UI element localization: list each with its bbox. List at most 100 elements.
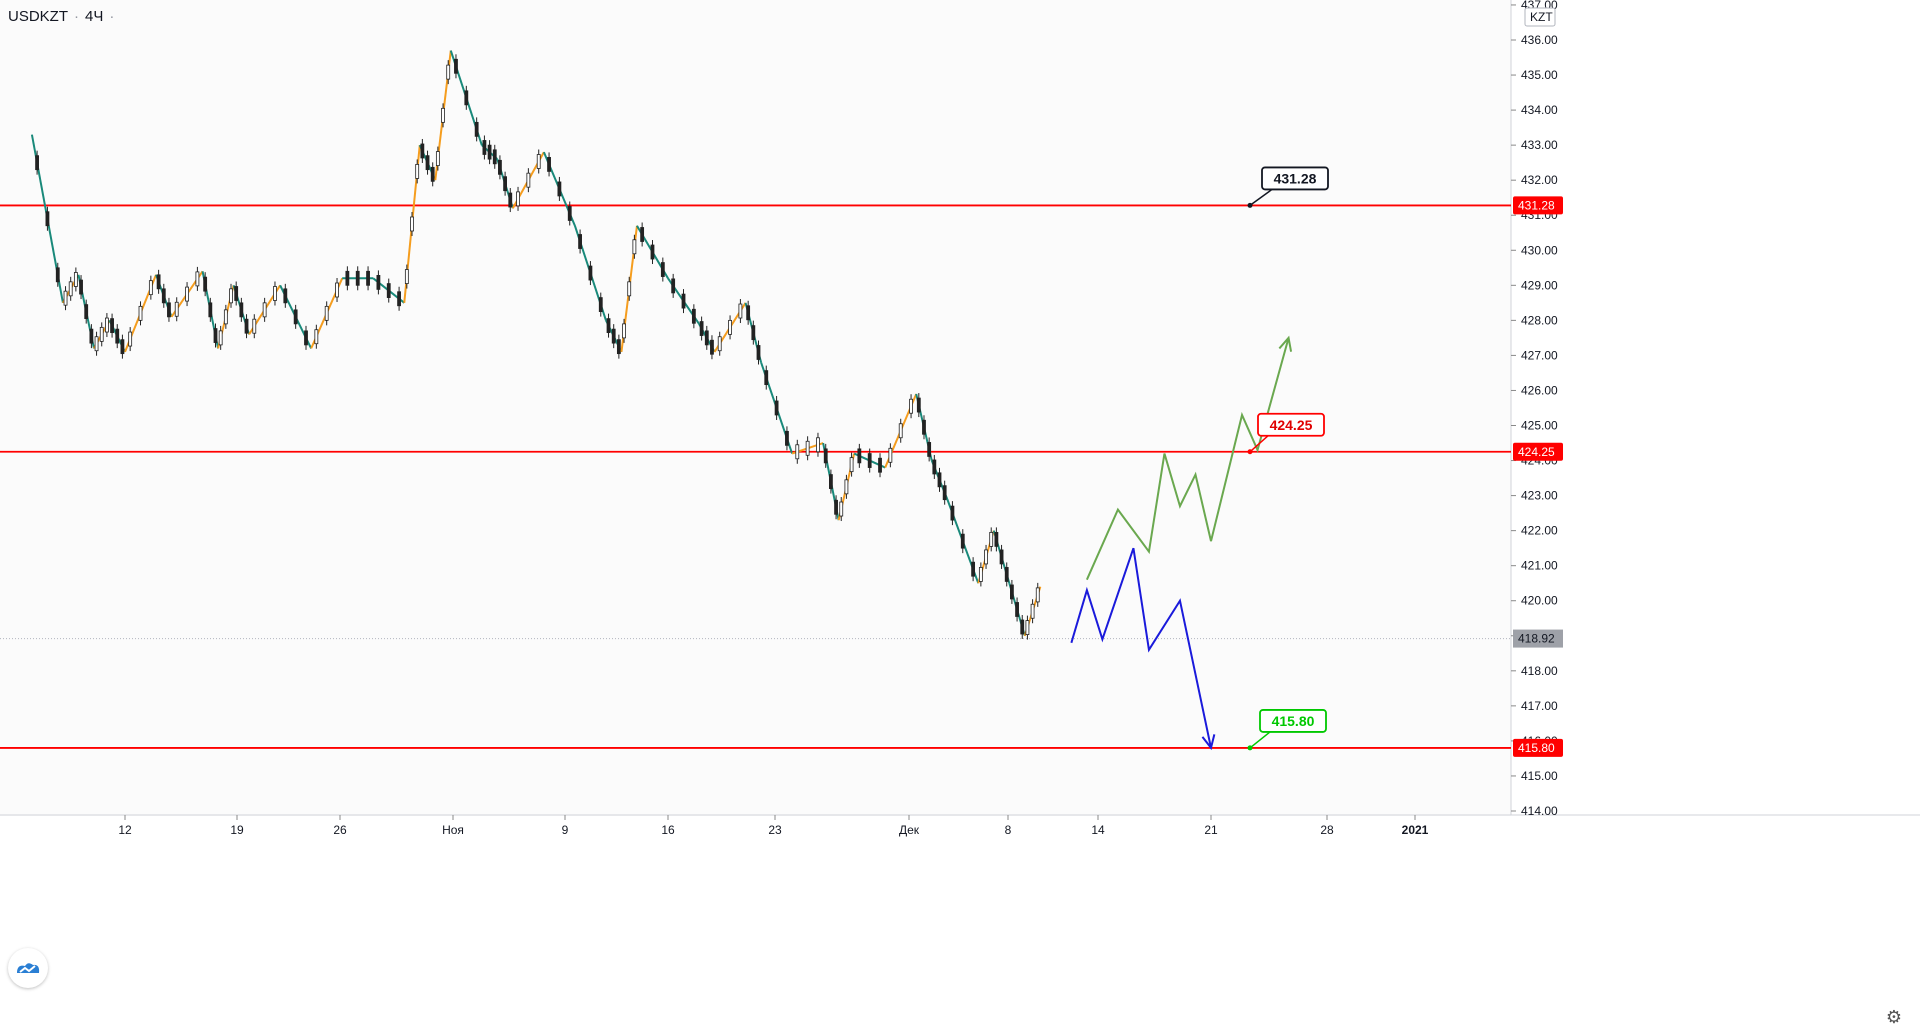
candle-body — [138, 305, 143, 321]
callout-box — [1261, 166, 1329, 191]
candle-body — [45, 211, 50, 227]
candle-body — [588, 265, 593, 281]
level-axis-badge — [1513, 196, 1563, 215]
callout-anchor — [1247, 202, 1253, 208]
candle-body — [536, 154, 541, 169]
candle-body — [487, 144, 492, 160]
timeframe-label[interactable]: 4Ч — [85, 8, 104, 25]
candle-body — [650, 244, 655, 260]
candle-body — [671, 278, 676, 294]
callout-label: 431.28 — [1274, 170, 1317, 186]
y-tick-label: 418.00 — [1521, 664, 1558, 678]
candle-body — [503, 176, 508, 192]
candle-body — [498, 159, 502, 175]
candle-body — [989, 531, 994, 547]
callout-box — [1259, 709, 1327, 733]
candle-body — [293, 309, 298, 325]
candle-body — [110, 318, 114, 334]
candle-body — [35, 155, 39, 171]
candle-body — [606, 318, 611, 334]
candle-body — [213, 328, 218, 343]
candle-body — [366, 270, 370, 286]
candle-body — [252, 318, 257, 334]
candle-body — [1025, 620, 1030, 635]
candle-body — [273, 286, 277, 301]
candle-body — [244, 318, 249, 334]
y-tick-label: 421.00 — [1521, 559, 1558, 573]
callout-box — [1257, 412, 1325, 437]
tradingview-logo-icon[interactable] — [8, 948, 48, 988]
callout-pointer — [1249, 188, 1273, 207]
candle-body — [464, 90, 469, 106]
x-tick-label: 26 — [333, 823, 347, 837]
candle-body — [728, 319, 732, 335]
candle-body — [632, 239, 637, 255]
candle-body — [223, 309, 228, 325]
candle-body — [55, 267, 60, 283]
candle-body — [508, 192, 513, 208]
candle-body — [839, 501, 844, 517]
candle-body — [63, 290, 68, 306]
x-tick-label: 9 — [562, 823, 569, 837]
level-axis-label: 431.28 — [1518, 198, 1555, 212]
candle-body — [435, 151, 440, 166]
candle-body — [1035, 587, 1040, 603]
symbol-label[interactable]: USDKZT — [8, 8, 68, 25]
currency-box — [1524, 7, 1556, 27]
candle-body — [1030, 603, 1035, 619]
candle-body — [867, 453, 872, 468]
candle-body — [888, 447, 893, 463]
candle-body — [567, 206, 572, 221]
candle-body — [999, 549, 1004, 565]
candle-body — [208, 302, 213, 318]
candle-body — [774, 400, 779, 416]
bearish-projection-line — [1070, 547, 1212, 749]
candle-body — [239, 302, 244, 318]
candle-body — [454, 58, 458, 74]
candle-body — [376, 274, 381, 290]
candle-body — [446, 64, 451, 80]
separator: · — [74, 8, 79, 25]
candle-body — [710, 339, 714, 355]
candle-body — [640, 227, 645, 242]
candle-body — [425, 155, 430, 171]
candle-body — [355, 270, 360, 286]
current-price-label: 418.92 — [1518, 632, 1555, 646]
candle-body — [960, 533, 965, 549]
candle-body — [234, 286, 239, 301]
candle-body — [717, 336, 722, 352]
candle-body — [849, 457, 854, 473]
candle-body — [185, 286, 189, 302]
candle-body — [1015, 602, 1019, 617]
candle-body — [386, 283, 391, 298]
settings-gear-icon[interactable]: ⚙ — [1885, 1007, 1902, 1027]
candle-body — [622, 323, 626, 339]
candle-body — [1004, 567, 1009, 582]
candle-body — [218, 330, 223, 346]
candle-body — [94, 336, 99, 352]
candle-body — [932, 459, 937, 475]
y-tick-label: 434.00 — [1521, 103, 1558, 117]
candle-body — [660, 262, 665, 277]
candle-body — [691, 308, 696, 324]
candle-body — [764, 370, 769, 386]
candle-body — [492, 149, 497, 165]
y-tick-label: 426.00 — [1521, 383, 1558, 397]
x-tick-label: 28 — [1320, 823, 1334, 837]
candle-body — [526, 172, 531, 188]
callout-anchor — [1247, 449, 1253, 455]
y-tick-label: 422.00 — [1521, 524, 1558, 538]
candle-body — [203, 276, 208, 292]
current-price-badge — [1513, 629, 1563, 648]
candle-body — [1020, 619, 1025, 635]
y-tick-label: 417.00 — [1521, 699, 1558, 713]
candle-body — [823, 448, 828, 464]
candle-body — [73, 272, 78, 287]
candle-body — [978, 567, 983, 582]
x-tick-label: 2021 — [1402, 823, 1429, 837]
level-axis-label: 415.80 — [1518, 741, 1555, 755]
candle-body — [128, 331, 133, 347]
candle-body — [335, 282, 339, 298]
